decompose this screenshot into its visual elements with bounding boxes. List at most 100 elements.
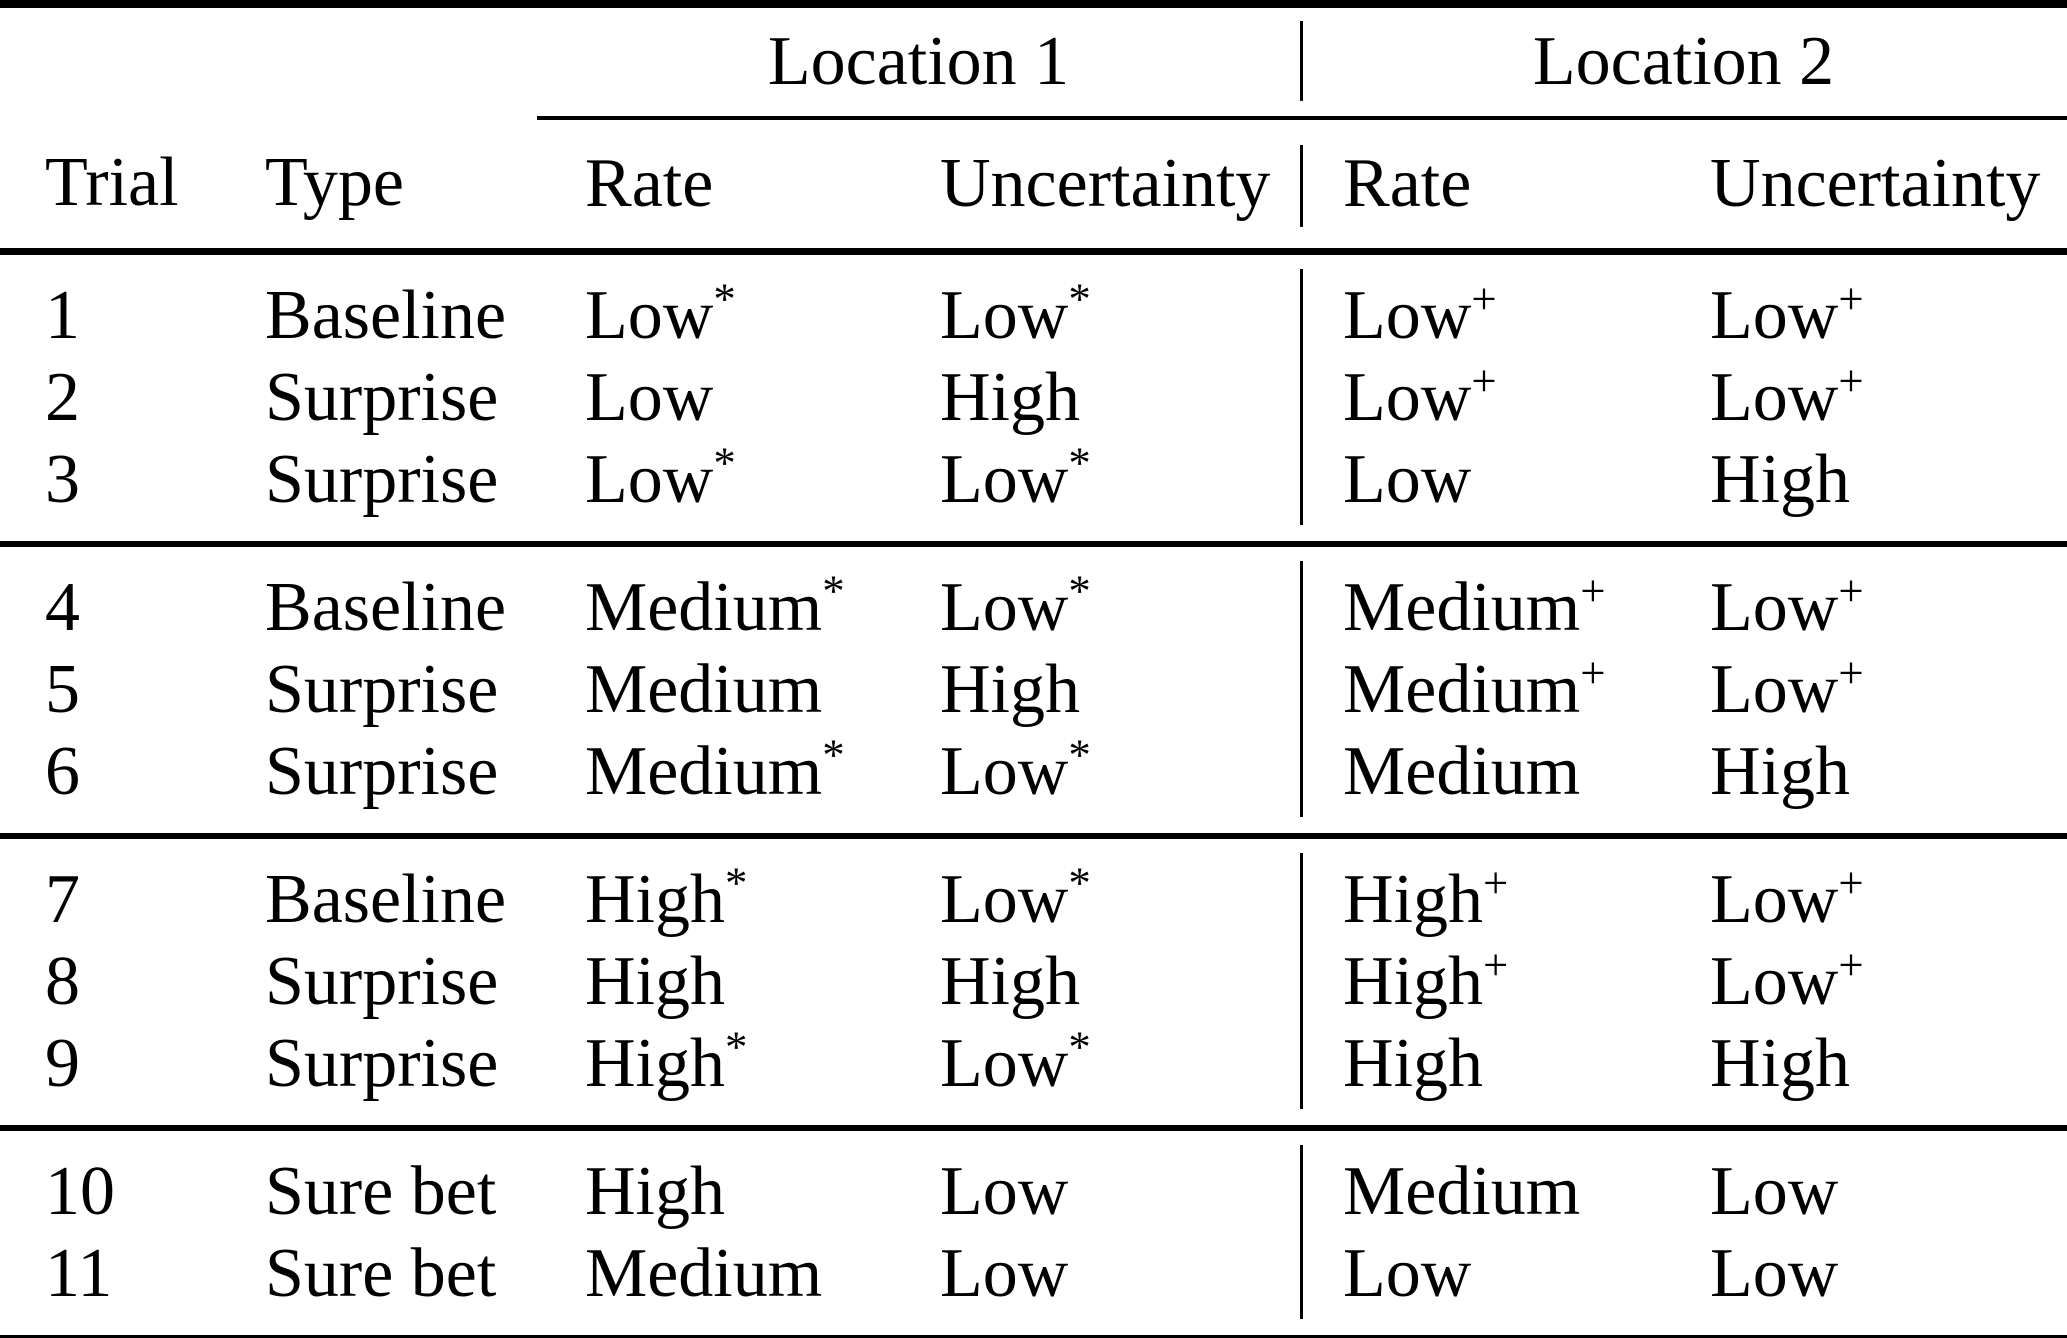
cell-l2-uncertainty: High: [1705, 439, 2067, 544]
cell-text: Low: [940, 1235, 1069, 1312]
table-row: 1 Baseline Low* Low* Low+ Low+: [0, 251, 2067, 358]
cell-text: Low: [1710, 651, 1839, 728]
column-group-location1: Location 1: [537, 0, 1301, 120]
cell-l1-rate: High*: [537, 1023, 935, 1128]
cell-text: Medium: [1343, 733, 1581, 810]
cell-superscript: +: [1838, 273, 1864, 324]
column-header-row: Trial Type Rate Uncertainty Rate Uncerta…: [0, 118, 2067, 255]
cell-superscript: +: [1580, 565, 1606, 616]
cell-text: Low: [1710, 1235, 1839, 1312]
cell-superscript: *: [1068, 1021, 1091, 1072]
cell-text: Medium: [585, 651, 823, 728]
cell-superscript: +: [1580, 647, 1606, 698]
cell-type: Surprise: [265, 733, 499, 810]
cell-superscript: *: [725, 857, 748, 908]
cell-text: High: [585, 861, 725, 938]
cell-text: High: [585, 1153, 725, 1230]
cell-superscript: +: [1838, 565, 1864, 616]
cell-text: High: [585, 1025, 725, 1102]
cell-text: High: [585, 943, 725, 1020]
cell-text: Low: [585, 441, 714, 518]
cell-l2-rate: High+: [1300, 833, 1706, 941]
location-header-row: Location 1 Location 2: [0, 0, 2067, 120]
table-header: Location 1 Location 2 Trial Type Rate Un…: [0, 0, 2067, 255]
cell-trial: 10: [0, 1125, 240, 1233]
cell-l1-uncertainty: Low*: [935, 541, 1301, 649]
cell-l1-rate: Medium: [537, 1233, 935, 1338]
cell-text: High: [940, 943, 1080, 1020]
cell-superscript: *: [822, 565, 845, 616]
cell-trial: 3: [45, 441, 80, 518]
cell-text: Low: [585, 359, 714, 436]
cell-superscript: *: [1068, 273, 1091, 324]
cell-superscript: *: [1068, 857, 1091, 908]
cell-l1-uncertainty: Low*: [935, 439, 1300, 544]
cell-type: Surprise: [265, 441, 499, 518]
cell-type: Sure bet: [240, 1233, 537, 1338]
cell-superscript: +: [1838, 939, 1864, 990]
table-row: 9 Surprise High* Low* High High: [0, 1023, 2067, 1128]
cell-trial: 5: [45, 651, 80, 728]
cell-l2-rate: Medium+: [1300, 541, 1706, 649]
column-header-type: Type: [240, 118, 537, 255]
cell-trial: 6: [45, 733, 80, 810]
cell-text: Low: [940, 277, 1069, 354]
cell-superscript: +: [1838, 355, 1864, 406]
cell-text: High: [1710, 441, 1851, 518]
cell-type: Baseline: [240, 833, 537, 941]
column-group-location2: Location 2: [1300, 0, 2067, 120]
cell-text: Low: [1343, 441, 1472, 518]
cell-text: Low: [1710, 359, 1839, 436]
cell-l2-uncertainty: High: [1705, 1023, 2067, 1128]
cell-l2-rate: Low: [1300, 439, 1706, 544]
cell-superscript: *: [1068, 729, 1091, 780]
cell-text: High: [1343, 943, 1484, 1020]
cell-l2-uncertainty: Low+: [1705, 941, 2067, 1023]
cell-superscript: *: [725, 1021, 748, 1072]
cell-l2-rate: Low+: [1300, 355, 1706, 439]
table-row: 8 Surprise High High High+ Low+: [0, 941, 2067, 1023]
cell-text: Low: [940, 569, 1069, 646]
row-group-medium: 4 Baseline Medium* Low* Medium+ Low+ 5 S…: [0, 541, 2067, 836]
cell-text: High: [1343, 1025, 1484, 1102]
cell-text: Medium: [1343, 1153, 1581, 1230]
cell-type: Sure bet: [240, 1125, 537, 1233]
cell-l1-uncertainty: Low*: [935, 833, 1301, 941]
cell-trial: 7: [0, 833, 240, 941]
cell-l1-rate: Medium*: [537, 731, 935, 836]
cell-l1-rate: High*: [537, 833, 935, 941]
cell-superscript: +: [1471, 355, 1497, 406]
cell-superscript: +: [1483, 939, 1509, 990]
cell-superscript: *: [1068, 437, 1091, 488]
cell-l2-rate: Low+: [1300, 251, 1706, 357]
cell-l1-rate: High: [537, 941, 935, 1023]
cell-text: High: [1343, 861, 1484, 938]
cell-superscript: *: [822, 729, 845, 780]
row-group-sure-bet: 10 Sure bet High Low Medium Low 11 Sure …: [0, 1125, 2067, 1338]
table-row: 2 Surprise Low High Low+ Low+: [0, 357, 2067, 439]
cell-l1-uncertainty: Low*: [935, 252, 1300, 358]
cell-superscript: +: [1471, 273, 1497, 324]
cell-superscript: *: [713, 437, 736, 488]
cell-text: Low: [940, 861, 1069, 938]
cell-l1-uncertainty: Low*: [935, 731, 1300, 836]
cell-l1-uncertainty: High: [935, 649, 1300, 731]
cell-l2-rate: High+: [1300, 939, 1706, 1023]
row-group-low: 1 Baseline Low* Low* Low+ Low+ 2 Surpris…: [0, 251, 2067, 544]
cell-type: Baseline: [265, 277, 507, 354]
table-row: 6 Surprise Medium* Low* Medium High: [0, 731, 2067, 836]
cell-l2-rate: Medium+: [1300, 647, 1706, 731]
row-group-high: 7 Baseline High* Low* High+ Low+ 8 Surpr…: [0, 833, 2067, 1128]
cell-l2-rate: High: [1300, 1023, 1706, 1128]
cell-text: Medium: [585, 733, 823, 810]
cell-l2-rate: Medium: [1300, 731, 1706, 836]
cell-trial: 1: [45, 277, 80, 354]
cell-text: Medium: [585, 569, 823, 646]
cell-text: Medium: [1343, 651, 1581, 728]
cell-l2-uncertainty: Low+: [1705, 252, 2067, 358]
cell-l1-uncertainty: High: [935, 941, 1300, 1023]
cell-superscript: *: [1068, 565, 1091, 616]
table-row: 10 Sure bet High Low Medium Low: [0, 1125, 2067, 1233]
cell-l1-uncertainty: Low*: [935, 1023, 1300, 1128]
